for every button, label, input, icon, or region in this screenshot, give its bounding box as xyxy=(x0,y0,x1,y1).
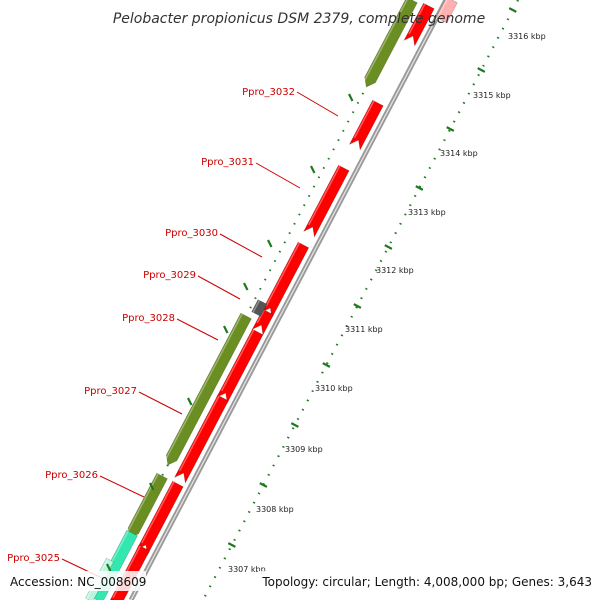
gene-marker-7 xyxy=(106,563,112,572)
forward-gene-6-bevel xyxy=(221,329,255,392)
kbp-label-3313: 3313 kbp xyxy=(408,208,446,217)
kbp-tick-3 xyxy=(415,185,424,191)
leader-line-5 xyxy=(138,391,183,415)
forward-gene-7-bevel xyxy=(179,395,220,472)
forward-gene-faded-bevel xyxy=(436,0,448,19)
reverse-gene-2 xyxy=(165,312,252,466)
topology-text: Topology: circular; Length: 4,008,000 bp… xyxy=(261,575,592,589)
gene-marker-2 xyxy=(267,239,273,248)
kbp-tick-5 xyxy=(353,303,362,309)
gene-label-ppro-3028: Ppro_3028 xyxy=(122,313,175,324)
forward-gene-3-bevel xyxy=(308,165,341,226)
reverse-gene-1-bevel xyxy=(361,0,408,86)
forward-gene-8-bevel xyxy=(141,481,175,544)
leader-line-1 xyxy=(255,162,301,189)
kbp-label-3312: 3312 kbp xyxy=(376,266,414,275)
kbp-tick-8 xyxy=(259,482,268,488)
kbp-tick-4 xyxy=(384,244,393,250)
gene-label-ppro-3025: Ppro_3025 xyxy=(7,553,60,564)
forward-gene-3 xyxy=(303,164,350,238)
gene-marker-6 xyxy=(149,482,155,491)
forward-gene-1-bevel xyxy=(408,3,426,35)
gene-label-ppro-3030: Ppro_3030 xyxy=(165,228,218,239)
genome-backbone-highlight xyxy=(130,0,447,600)
kbp-tick-9 xyxy=(227,542,236,548)
gene-track xyxy=(85,0,458,600)
forward-gene-5-bevel xyxy=(256,309,265,324)
topology-background xyxy=(258,571,598,591)
gene-label-ppro-3029: Ppro_3029 xyxy=(143,270,196,281)
kbp-tick-6 xyxy=(322,362,331,368)
kbp-tick-0 xyxy=(508,7,517,13)
forward-gene-4-bevel xyxy=(265,242,301,307)
kbp-tick-2 xyxy=(446,126,455,132)
forward-gene-2-bevel xyxy=(353,100,375,139)
rna-gene xyxy=(251,299,268,317)
kbp-label-3310: 3310 kbp xyxy=(315,384,353,393)
forward-gene-faded xyxy=(435,0,458,24)
gene-label-ppro-3031: Ppro_3031 xyxy=(201,157,254,168)
kbp-label-3309: 3309 kbp xyxy=(285,445,323,454)
label-leader-lines xyxy=(61,91,339,580)
forward-gene-7 xyxy=(173,394,229,484)
kbp-label-3307: 3307 kbp xyxy=(228,565,266,574)
genome-title: Pelobacter propionicus DSM 2379, complet… xyxy=(113,11,485,27)
kbp-label-3308: 3308 kbp xyxy=(256,505,294,514)
gene-marker-4 xyxy=(223,325,229,334)
gene-marker-5 xyxy=(187,397,193,406)
reverse-gene-1 xyxy=(364,0,418,88)
kbp-ticks xyxy=(106,7,517,572)
reverse-gene-3-bevel xyxy=(124,473,159,537)
forward-gene-2 xyxy=(348,99,384,151)
gene-label-ppro-3027: Ppro_3027 xyxy=(84,386,137,397)
kbp-tick-7 xyxy=(290,422,299,428)
gene-marker-1 xyxy=(310,165,316,174)
gene-label-ppro-3032: Ppro_3032 xyxy=(242,87,295,98)
leader-line-6 xyxy=(99,475,145,498)
leader-line-0 xyxy=(296,91,339,117)
forward-gene-1 xyxy=(403,2,435,47)
leader-line-4 xyxy=(176,318,219,341)
kbp-label-3315: 3315 kbp xyxy=(473,91,511,100)
leader-line-3 xyxy=(197,275,241,300)
kbp-tick-1 xyxy=(477,67,486,73)
reverse-gene-2-bevel xyxy=(163,313,243,464)
gene-marker-3 xyxy=(243,282,249,291)
accession-background xyxy=(4,571,146,591)
kbp-label-3314: 3314 kbp xyxy=(440,149,478,158)
kbp-label-3316: 3316 kbp xyxy=(508,32,546,41)
gene-label-ppro-3026: Ppro_3026 xyxy=(45,470,98,481)
accession-text: Accession: NC_008609 xyxy=(10,575,146,589)
forward-gene-5 xyxy=(251,308,274,336)
rna-gene-bevel xyxy=(252,300,261,313)
gene-marker-0 xyxy=(348,93,354,102)
leader-line-2 xyxy=(219,233,263,258)
kbp-label-3311: 3311 kbp xyxy=(345,325,383,334)
